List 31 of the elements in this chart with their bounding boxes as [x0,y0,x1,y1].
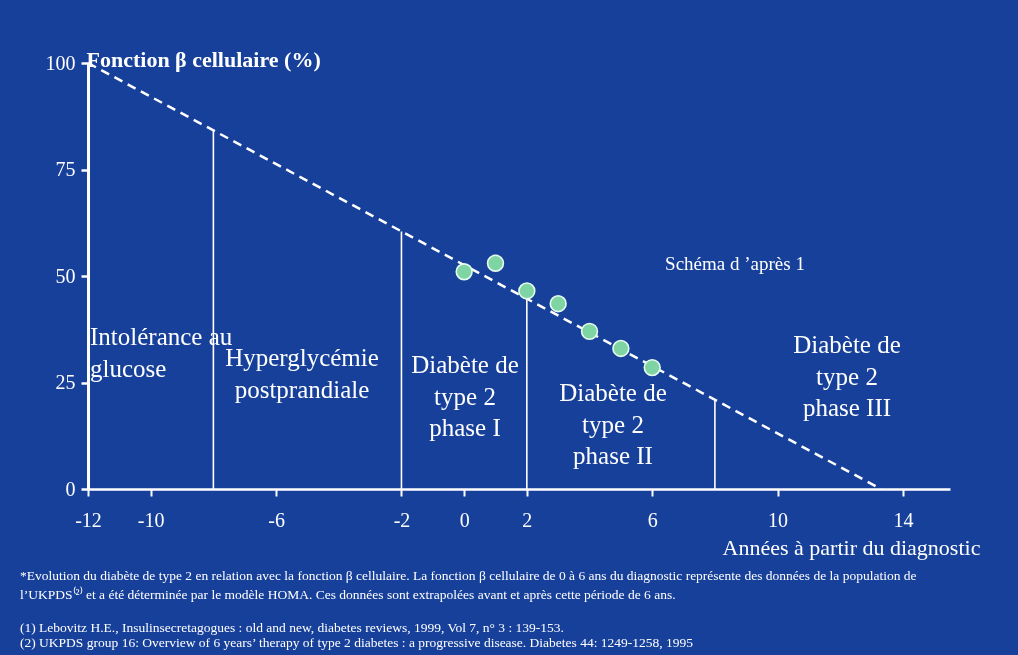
annotation: Diabète de type 2 phase I [411,351,519,441]
point [518,282,536,300]
x-tick-label: 2 [522,508,533,531]
text: (2) UKPDS group 16: Overview of 6 years’ therapy of type 2 diabetes : a progressive disease. Diabetes 44: 1249-1258, 1995 [20,635,694,650]
x-tick-label: -10 [137,508,165,531]
y-tick-label: 50 [55,264,76,287]
point [455,263,473,281]
y-tick-label: 100 [45,51,76,74]
text: (1) Lebovitz H.E., Insulinsecretagogues : old and new, diabetes reviews, 1999, Vol 7, n° 3 : 139-153. [20,620,564,635]
annotation: Schéma d ’après 1 [665,253,805,274]
x-tick-label: 0 [459,508,470,531]
x-tick-label: -6 [268,508,285,531]
point [612,339,630,358]
point [643,358,661,377]
y-tick-label: 75 [55,158,76,180]
y-tick-label: 0 [65,477,76,500]
x-tick-label: -2 [393,508,411,531]
x-axis-title: Années à partir du diagnostic [722,534,981,560]
y-axis-title: Fonction β cellulaire (%) [86,46,321,72]
point [486,254,505,272]
annotation: Diabète de type 2 phase II [559,379,667,469]
x-tick-label: 10 [768,508,789,531]
point [580,322,599,341]
y-tick-label: 25 [55,371,76,393]
annotation: Hyperglycémie postprandiale [225,344,379,403]
x-tick-label: 14 [893,508,914,531]
x-tick-label: -12 [75,508,102,531]
annotation: Diabète de type 2 phase III [793,331,901,421]
x-tick-label: 6 [647,508,658,531]
point [549,295,567,313]
text: *Evolution du diabète de type 2 en relation avec la fonction β cellulaire. La fonction β cellulaire de 0 à 6 ans du diagnostic représente des données de la population de l’UKPDS⁽²⁾ et a été déterminée par le modèle HOMA. Ces données sont extrapolées avant et après cette période de 6 ans. [20,568,917,602]
